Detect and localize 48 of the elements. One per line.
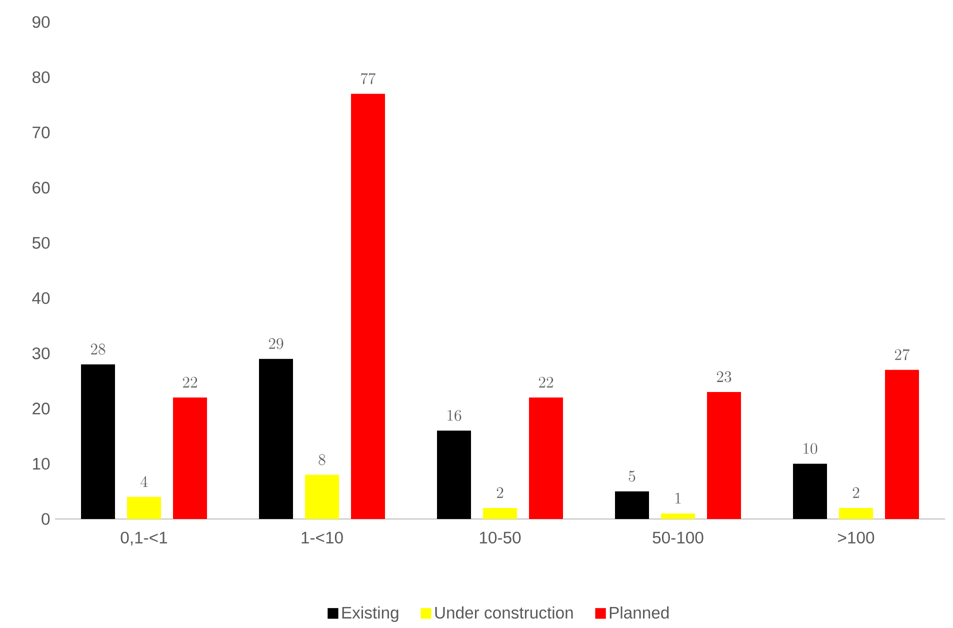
data-label: 8: [318, 454, 326, 466]
bar: [529, 398, 563, 519]
bar: [81, 364, 116, 519]
data-label: 77: [361, 72, 376, 84]
y-tick-label: 40: [32, 292, 50, 304]
data-label: 16: [448, 410, 462, 421]
y-tick-label: 20: [32, 402, 50, 414]
bar: [838, 508, 873, 519]
y-tick-label: 50: [32, 237, 50, 249]
bar: [437, 430, 472, 519]
bar: [661, 513, 695, 519]
bar: [792, 464, 827, 519]
legend-label: Under construction: [435, 606, 573, 619]
x-tick-label: 50-100: [652, 532, 704, 544]
x-tick-label: >100: [838, 532, 874, 544]
y-tick-label: 90: [32, 16, 50, 28]
bar: [127, 496, 162, 519]
bar: [305, 474, 340, 519]
data-label: 23: [716, 371, 732, 382]
bar: [173, 398, 208, 519]
data-label: 27: [894, 349, 910, 360]
data-label: 22: [182, 376, 198, 388]
legend-label: Existing: [342, 606, 398, 622]
bar: [483, 508, 518, 519]
y-tick-label: 80: [32, 71, 50, 84]
y-tick-label: 70: [32, 126, 50, 138]
data-label: 1: [676, 492, 681, 504]
bar: [614, 491, 649, 519]
x-tick-label: 0,1-<1: [120, 532, 168, 546]
data-label: 22: [538, 376, 554, 388]
y-tick-label: 30: [32, 347, 50, 360]
x-tick-label: 10-50: [480, 532, 521, 544]
y-tick-label: 0: [42, 513, 50, 525]
bar: [707, 392, 741, 519]
data-label: 4: [140, 476, 148, 487]
y-tick-label: 60: [32, 182, 50, 194]
bar: [884, 370, 919, 519]
bar: [351, 94, 386, 519]
data-label: 10: [804, 443, 818, 454]
data-label: 29: [268, 338, 284, 350]
legend-label: Planned: [610, 606, 669, 619]
data-label: 5: [628, 470, 636, 482]
data-label: 2: [496, 487, 504, 498]
x-tick-label: 1-<10: [302, 532, 343, 544]
data-label: 28: [90, 344, 106, 355]
bar: [259, 358, 294, 519]
data-label: 2: [852, 487, 860, 498]
y-tick-label: 10: [33, 458, 50, 470]
